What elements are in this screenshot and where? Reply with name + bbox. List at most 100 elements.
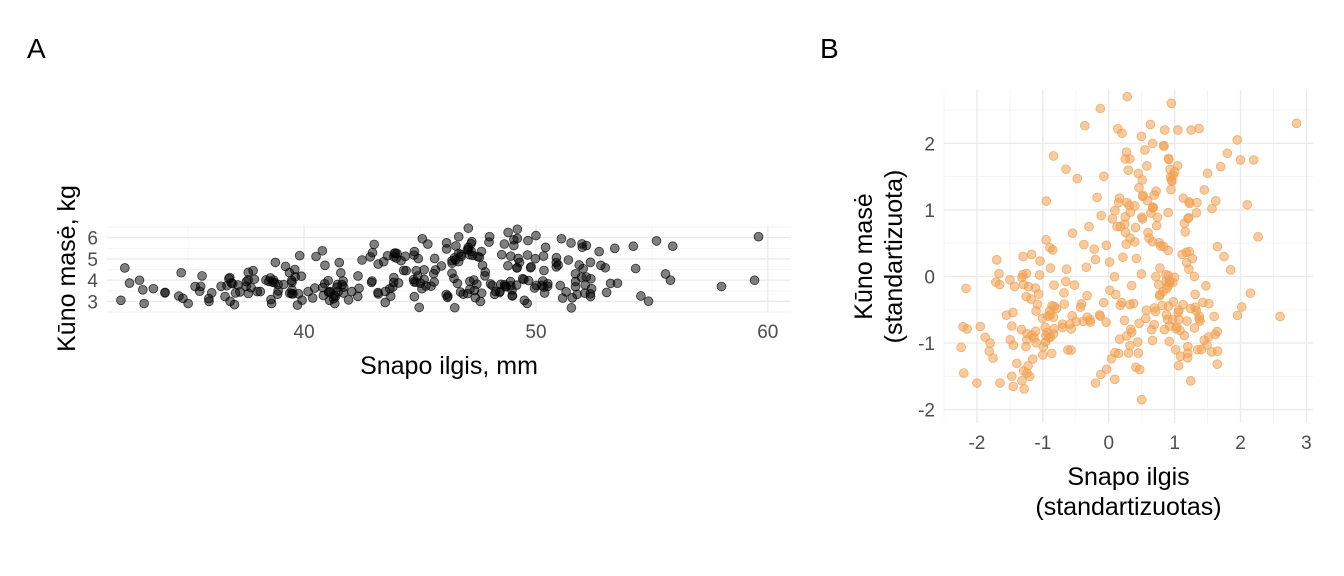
data-point <box>1130 222 1141 233</box>
data-point <box>1048 151 1059 161</box>
data-point <box>1018 251 1028 262</box>
data-point <box>1232 135 1243 145</box>
data-point <box>429 277 439 287</box>
data-point <box>1041 235 1051 245</box>
data-point <box>503 227 513 238</box>
data-point <box>1291 118 1302 129</box>
data-point <box>1123 165 1134 175</box>
data-point <box>1147 335 1158 346</box>
data-point <box>1140 145 1150 155</box>
data-point <box>1136 269 1147 279</box>
data-point <box>1189 271 1200 282</box>
data-point <box>1125 340 1135 351</box>
data-point <box>496 249 507 260</box>
data-point <box>1101 240 1112 251</box>
data-point <box>1150 306 1161 317</box>
data-point <box>297 295 307 306</box>
data-point <box>537 276 548 286</box>
data-point <box>1142 161 1152 171</box>
data-point <box>1143 227 1153 238</box>
data-point <box>1232 310 1243 321</box>
data-point <box>1179 218 1190 229</box>
data-point <box>1166 175 1177 186</box>
y-axis-title-line: (standartizuota) <box>880 170 908 344</box>
data-point <box>643 296 654 307</box>
data-point <box>373 287 383 298</box>
data-point <box>1035 256 1045 266</box>
data-point <box>1164 336 1175 347</box>
data-point <box>354 283 364 294</box>
data-point <box>1128 298 1139 309</box>
data-point <box>1180 227 1191 237</box>
data-point <box>1222 148 1233 159</box>
data-point <box>1120 154 1131 164</box>
data-point <box>499 239 510 249</box>
data-point <box>134 275 145 286</box>
data-point <box>531 280 542 291</box>
data-point <box>294 250 305 261</box>
data-point <box>538 251 549 261</box>
data-point <box>1189 323 1200 333</box>
data-point <box>1101 317 1111 328</box>
data-point <box>1209 311 1219 322</box>
data-point <box>1190 302 1201 313</box>
x-ticks-b: -2 -1 0 1 2 3 <box>968 433 1311 454</box>
data-point <box>1119 315 1130 326</box>
data-point <box>1179 330 1190 341</box>
data-point <box>1022 328 1032 339</box>
data-point <box>585 288 596 299</box>
data-point <box>411 265 422 276</box>
data-point <box>194 286 205 297</box>
data-point <box>303 286 313 297</box>
data-point <box>505 276 516 287</box>
data-point <box>1049 280 1059 290</box>
data-point <box>1182 316 1192 326</box>
data-point <box>1167 314 1178 325</box>
data-point <box>1110 205 1120 216</box>
data-point <box>137 284 148 295</box>
data-point <box>1163 153 1174 164</box>
data-point <box>452 278 463 289</box>
x-tick-label: 0 <box>1103 433 1114 454</box>
data-point <box>1008 381 1018 392</box>
x-ticks-a: 40 50 60 <box>294 322 779 343</box>
data-point <box>398 265 409 276</box>
data-point <box>419 274 429 285</box>
data-point <box>1098 171 1109 182</box>
x-axis-title-line: Snapo ilgis, mm <box>360 352 538 380</box>
data-point <box>530 253 541 264</box>
data-point <box>1194 123 1204 134</box>
data-point <box>266 294 276 305</box>
data-point <box>1191 207 1202 218</box>
x-tick-label: 50 <box>525 322 546 343</box>
data-point <box>1021 341 1031 352</box>
data-point <box>449 302 460 313</box>
y-tick-label: 5 <box>87 250 98 271</box>
data-point <box>484 237 494 247</box>
data-point <box>419 264 429 275</box>
data-point <box>577 239 587 249</box>
data-point <box>1101 364 1112 375</box>
data-point <box>352 291 363 302</box>
data-point <box>1008 307 1018 318</box>
data-point <box>1110 289 1121 300</box>
data-point <box>178 293 188 304</box>
data-point <box>441 238 452 248</box>
data-point <box>216 281 226 292</box>
data-point <box>278 279 289 290</box>
data-point <box>1107 214 1118 224</box>
data-point <box>1075 302 1086 312</box>
data-point <box>1173 360 1184 371</box>
data-point <box>409 291 420 302</box>
y-tick-label: -2 <box>918 401 935 422</box>
data-point <box>1110 347 1120 358</box>
data-point <box>578 263 588 274</box>
data-point <box>1184 198 1195 209</box>
data-point <box>334 257 345 268</box>
data-point <box>1059 299 1070 309</box>
data-point <box>336 268 346 278</box>
data-point <box>1084 221 1094 232</box>
data-point <box>551 252 562 263</box>
data-point <box>1170 344 1181 355</box>
data-point <box>1159 324 1170 335</box>
